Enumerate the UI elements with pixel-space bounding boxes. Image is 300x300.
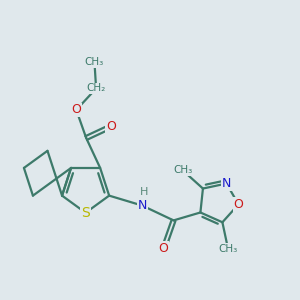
Text: N: N xyxy=(137,199,147,212)
Text: CH₃: CH₃ xyxy=(173,165,192,176)
Text: CH₃: CH₃ xyxy=(85,57,104,67)
Text: H: H xyxy=(140,187,148,197)
Text: CH₃: CH₃ xyxy=(218,244,238,254)
Text: O: O xyxy=(71,103,81,116)
Text: O: O xyxy=(234,198,243,211)
Text: CH₂: CH₂ xyxy=(86,83,106,94)
Text: N: N xyxy=(222,177,231,190)
Text: O: O xyxy=(159,242,169,255)
Text: S: S xyxy=(81,206,90,220)
Text: O: O xyxy=(106,120,116,133)
